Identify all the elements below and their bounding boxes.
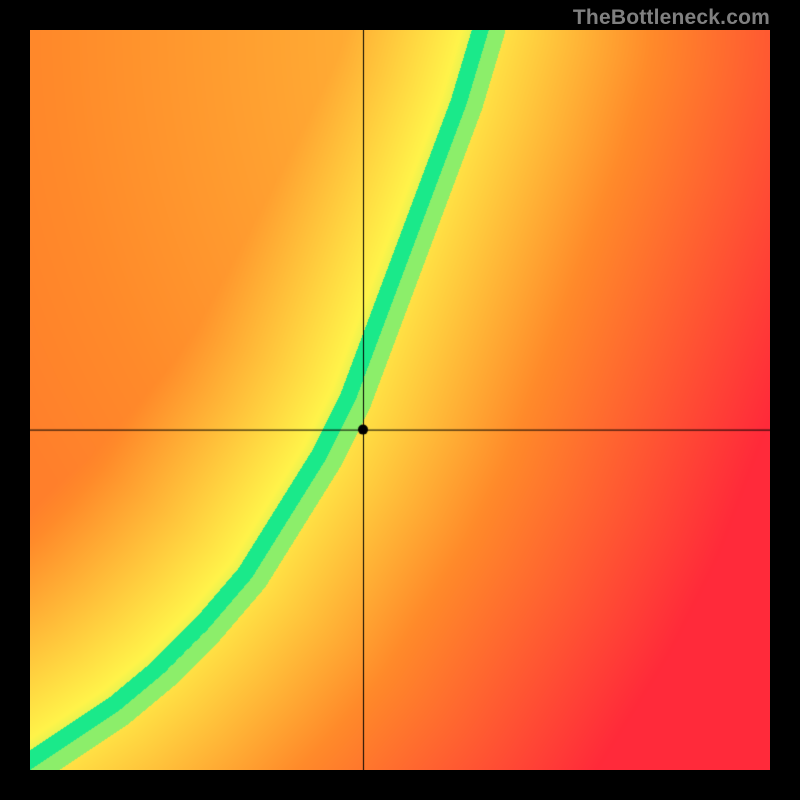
watermark-text: TheBottleneck.com <box>573 6 770 30</box>
chart-container: TheBottleneck.com <box>0 0 800 800</box>
bottleneck-heatmap <box>30 30 770 770</box>
